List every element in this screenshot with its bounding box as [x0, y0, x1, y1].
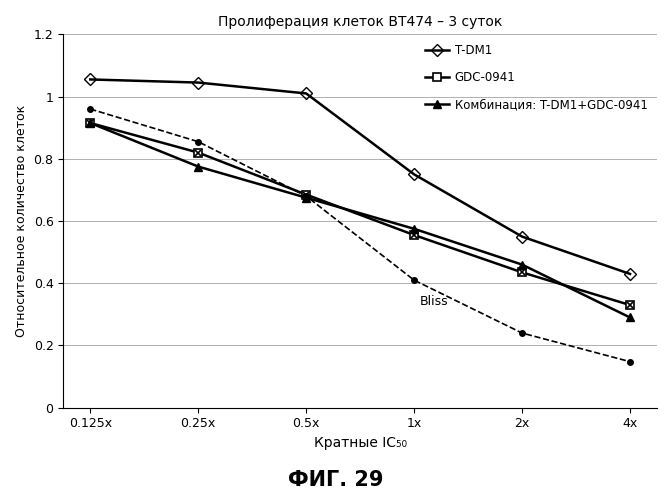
T-DM1: [302, 90, 310, 96]
GDC-0941: [518, 270, 526, 276]
Bliss: [302, 193, 310, 199]
Line: GDC-0941: GDC-0941: [86, 119, 634, 309]
Title: Пролиферация клеток BT474 – 3 суток: Пролиферация клеток BT474 – 3 суток: [218, 15, 503, 29]
Bliss: [86, 106, 94, 112]
Line: T-DM1: T-DM1: [86, 76, 634, 278]
Bliss: [626, 358, 634, 364]
Комбинация: T-DM1+GDC-0941: (1, 0.775): T-DM1+GDC-0941: (1, 0.775): [194, 164, 202, 170]
Bliss: [410, 277, 418, 283]
GDC-0941: [302, 192, 310, 198]
GDC-0941: [626, 302, 634, 308]
Bliss: [194, 138, 202, 144]
T-DM1: [410, 172, 418, 177]
Комбинация: T-DM1+GDC-0941: (0, 0.915): T-DM1+GDC-0941: (0, 0.915): [86, 120, 94, 126]
Y-axis label: Относительное количество клеток: Относительное количество клеток: [15, 105, 28, 337]
Text: ФИГ. 29: ФИГ. 29: [288, 470, 384, 490]
Комбинация: T-DM1+GDC-0941: (2, 0.675): T-DM1+GDC-0941: (2, 0.675): [302, 194, 310, 200]
X-axis label: Кратные IC₅₀: Кратные IC₅₀: [314, 436, 407, 450]
Комбинация: T-DM1+GDC-0941: (5, 0.29): T-DM1+GDC-0941: (5, 0.29): [626, 314, 634, 320]
Line: Комбинация: T-DM1+GDC-0941: Комбинация: T-DM1+GDC-0941: [86, 119, 634, 322]
Text: Bliss: Bliss: [419, 295, 448, 308]
T-DM1: [518, 234, 526, 239]
GDC-0941: [194, 150, 202, 156]
Комбинация: T-DM1+GDC-0941: (3, 0.575): T-DM1+GDC-0941: (3, 0.575): [410, 226, 418, 232]
T-DM1: [194, 80, 202, 86]
T-DM1: [86, 76, 94, 82]
Legend: T-DM1, GDC-0941, Комбинация: T-DM1+GDC-0941: T-DM1, GDC-0941, Комбинация: T-DM1+GDC-0…: [421, 40, 651, 115]
GDC-0941: [410, 232, 418, 238]
T-DM1: [626, 271, 634, 277]
Bliss: [518, 330, 526, 336]
Line: Bliss: Bliss: [87, 106, 633, 364]
Комбинация: T-DM1+GDC-0941: (4, 0.46): T-DM1+GDC-0941: (4, 0.46): [518, 262, 526, 268]
GDC-0941: [86, 120, 94, 126]
